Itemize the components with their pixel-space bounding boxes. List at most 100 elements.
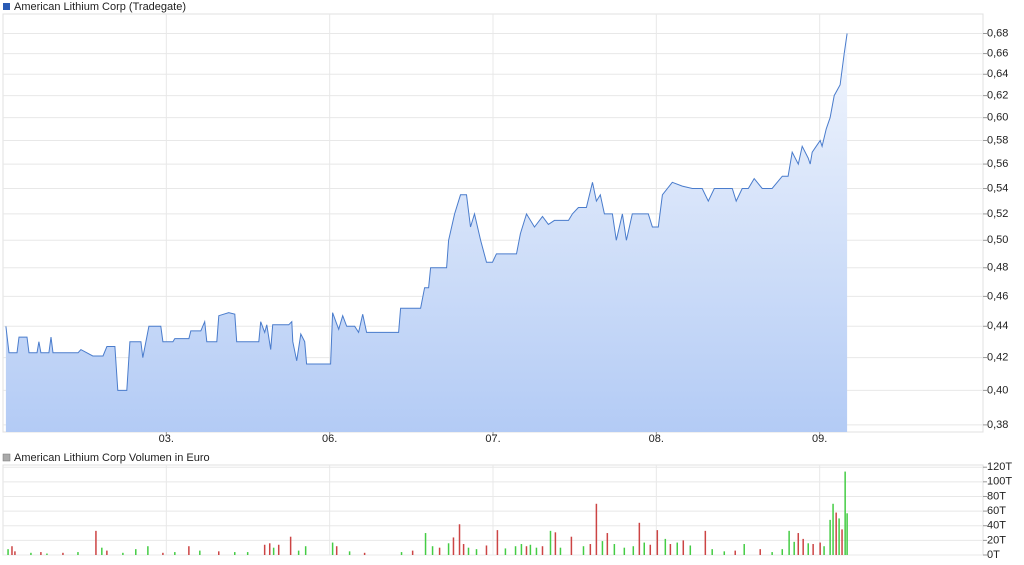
volume-bar — [462, 544, 465, 555]
y-tick-label: 0,44 — [987, 320, 1008, 332]
volume-bar — [793, 541, 795, 555]
x-tick-label: 07. — [485, 433, 500, 445]
volume-bar — [846, 513, 848, 555]
y-tick-label: 0,62 — [987, 90, 1008, 102]
volume-bar — [788, 530, 790, 555]
volume-bar — [263, 544, 266, 555]
volume-bar — [819, 542, 821, 555]
volume-bar — [272, 547, 275, 555]
volume-bar — [743, 544, 745, 555]
y-tick-label: 0,52 — [987, 208, 1008, 220]
y-tick-label: 0,66 — [987, 47, 1008, 59]
area-fill — [5, 33, 848, 432]
volume-bar — [106, 550, 108, 555]
y-tick-label: 60T — [987, 505, 1006, 517]
volume-bar — [711, 549, 713, 555]
volume-bar — [649, 544, 652, 555]
volume-bar — [95, 530, 97, 555]
chart-title: American Lithium Corp Volumen in Euro — [14, 452, 210, 464]
volume-bar — [496, 530, 499, 555]
y-tick-label: 0,50 — [987, 234, 1008, 246]
volume-bar — [277, 544, 280, 555]
volume-bar — [62, 552, 64, 555]
volume-bar — [781, 549, 784, 555]
y-tick-label: 120T — [987, 461, 1012, 473]
volume-bar — [234, 552, 236, 555]
y-tick-label: 0T — [987, 549, 1000, 561]
volume-bar — [101, 547, 103, 555]
volume-bar — [832, 503, 834, 555]
volume-bar — [664, 538, 667, 555]
volume-bar — [11, 546, 13, 555]
volume-bar — [844, 471, 846, 555]
y-tick-label: 40T — [987, 520, 1006, 532]
volume-bar — [7, 549, 9, 555]
volume-bar — [829, 519, 831, 555]
volume-bar — [549, 530, 552, 555]
volume-bar — [807, 543, 809, 555]
volume-bar — [554, 532, 557, 555]
volume-bar — [162, 552, 164, 555]
volume-bar — [669, 544, 672, 555]
volume-bar — [589, 544, 592, 555]
legend-swatch — [2, 453, 11, 462]
y-tick-label: 0,40 — [987, 384, 1008, 396]
y-tick-label: 0,46 — [987, 290, 1008, 302]
chart-title: American Lithium Corp (Tradegate) — [14, 1, 186, 13]
price-line — [5, 33, 848, 391]
y-tick-label: 0,48 — [987, 262, 1008, 274]
volume-bar — [30, 552, 32, 555]
volume-bar — [643, 542, 645, 555]
volume-bar — [135, 549, 137, 555]
volume-bar — [525, 546, 528, 555]
y-tick-label: 0,58 — [987, 134, 1008, 146]
volume-bar — [304, 546, 307, 555]
volume-bar — [297, 550, 300, 555]
volume-bar — [656, 530, 659, 555]
volume-bar — [797, 533, 800, 555]
volume-bar — [606, 533, 609, 555]
volume-bar — [559, 547, 562, 555]
volume-bar — [638, 522, 641, 555]
volume-bar — [268, 543, 271, 555]
volume-bar — [147, 546, 149, 555]
volume-bar — [348, 551, 351, 555]
y-tick-label: 100T — [987, 476, 1012, 488]
volume-bar — [46, 553, 48, 555]
volume-bar — [812, 544, 814, 555]
volume-bar — [363, 552, 366, 555]
volume-bar — [485, 545, 488, 555]
volume-bar — [689, 545, 692, 555]
volume-bar — [431, 546, 434, 555]
volume-bar — [400, 552, 403, 555]
legend-swatch — [3, 3, 10, 10]
y-tick-label: 0,38 — [987, 419, 1008, 431]
volume-bar — [723, 551, 726, 555]
volume-bar — [122, 552, 124, 555]
y-tick-label: 0,54 — [987, 182, 1008, 194]
x-tick-label: 03. — [159, 433, 174, 445]
volume-bar — [475, 549, 478, 555]
volume-bar — [835, 512, 837, 555]
volume-bar — [759, 549, 761, 555]
volume-bar — [613, 544, 616, 555]
volume-bar — [447, 543, 450, 555]
y-tick-label: 0,64 — [987, 68, 1008, 80]
volume-bar — [467, 547, 470, 555]
volume-bar — [802, 538, 804, 555]
volume-bar — [424, 533, 427, 555]
volume-bar — [438, 547, 441, 555]
volume-bar — [682, 540, 685, 555]
volume-bar — [601, 541, 604, 555]
volume-bar — [452, 537, 455, 555]
volume-bar — [289, 536, 292, 555]
y-tick-label: 20T — [987, 534, 1006, 546]
y-tick-label: 0,42 — [987, 351, 1008, 363]
volume-bar — [838, 518, 840, 555]
volume-bar — [595, 503, 598, 555]
volume-bar — [218, 551, 220, 555]
volume-bar — [40, 552, 42, 555]
y-tick-label: 0,68 — [987, 27, 1008, 39]
